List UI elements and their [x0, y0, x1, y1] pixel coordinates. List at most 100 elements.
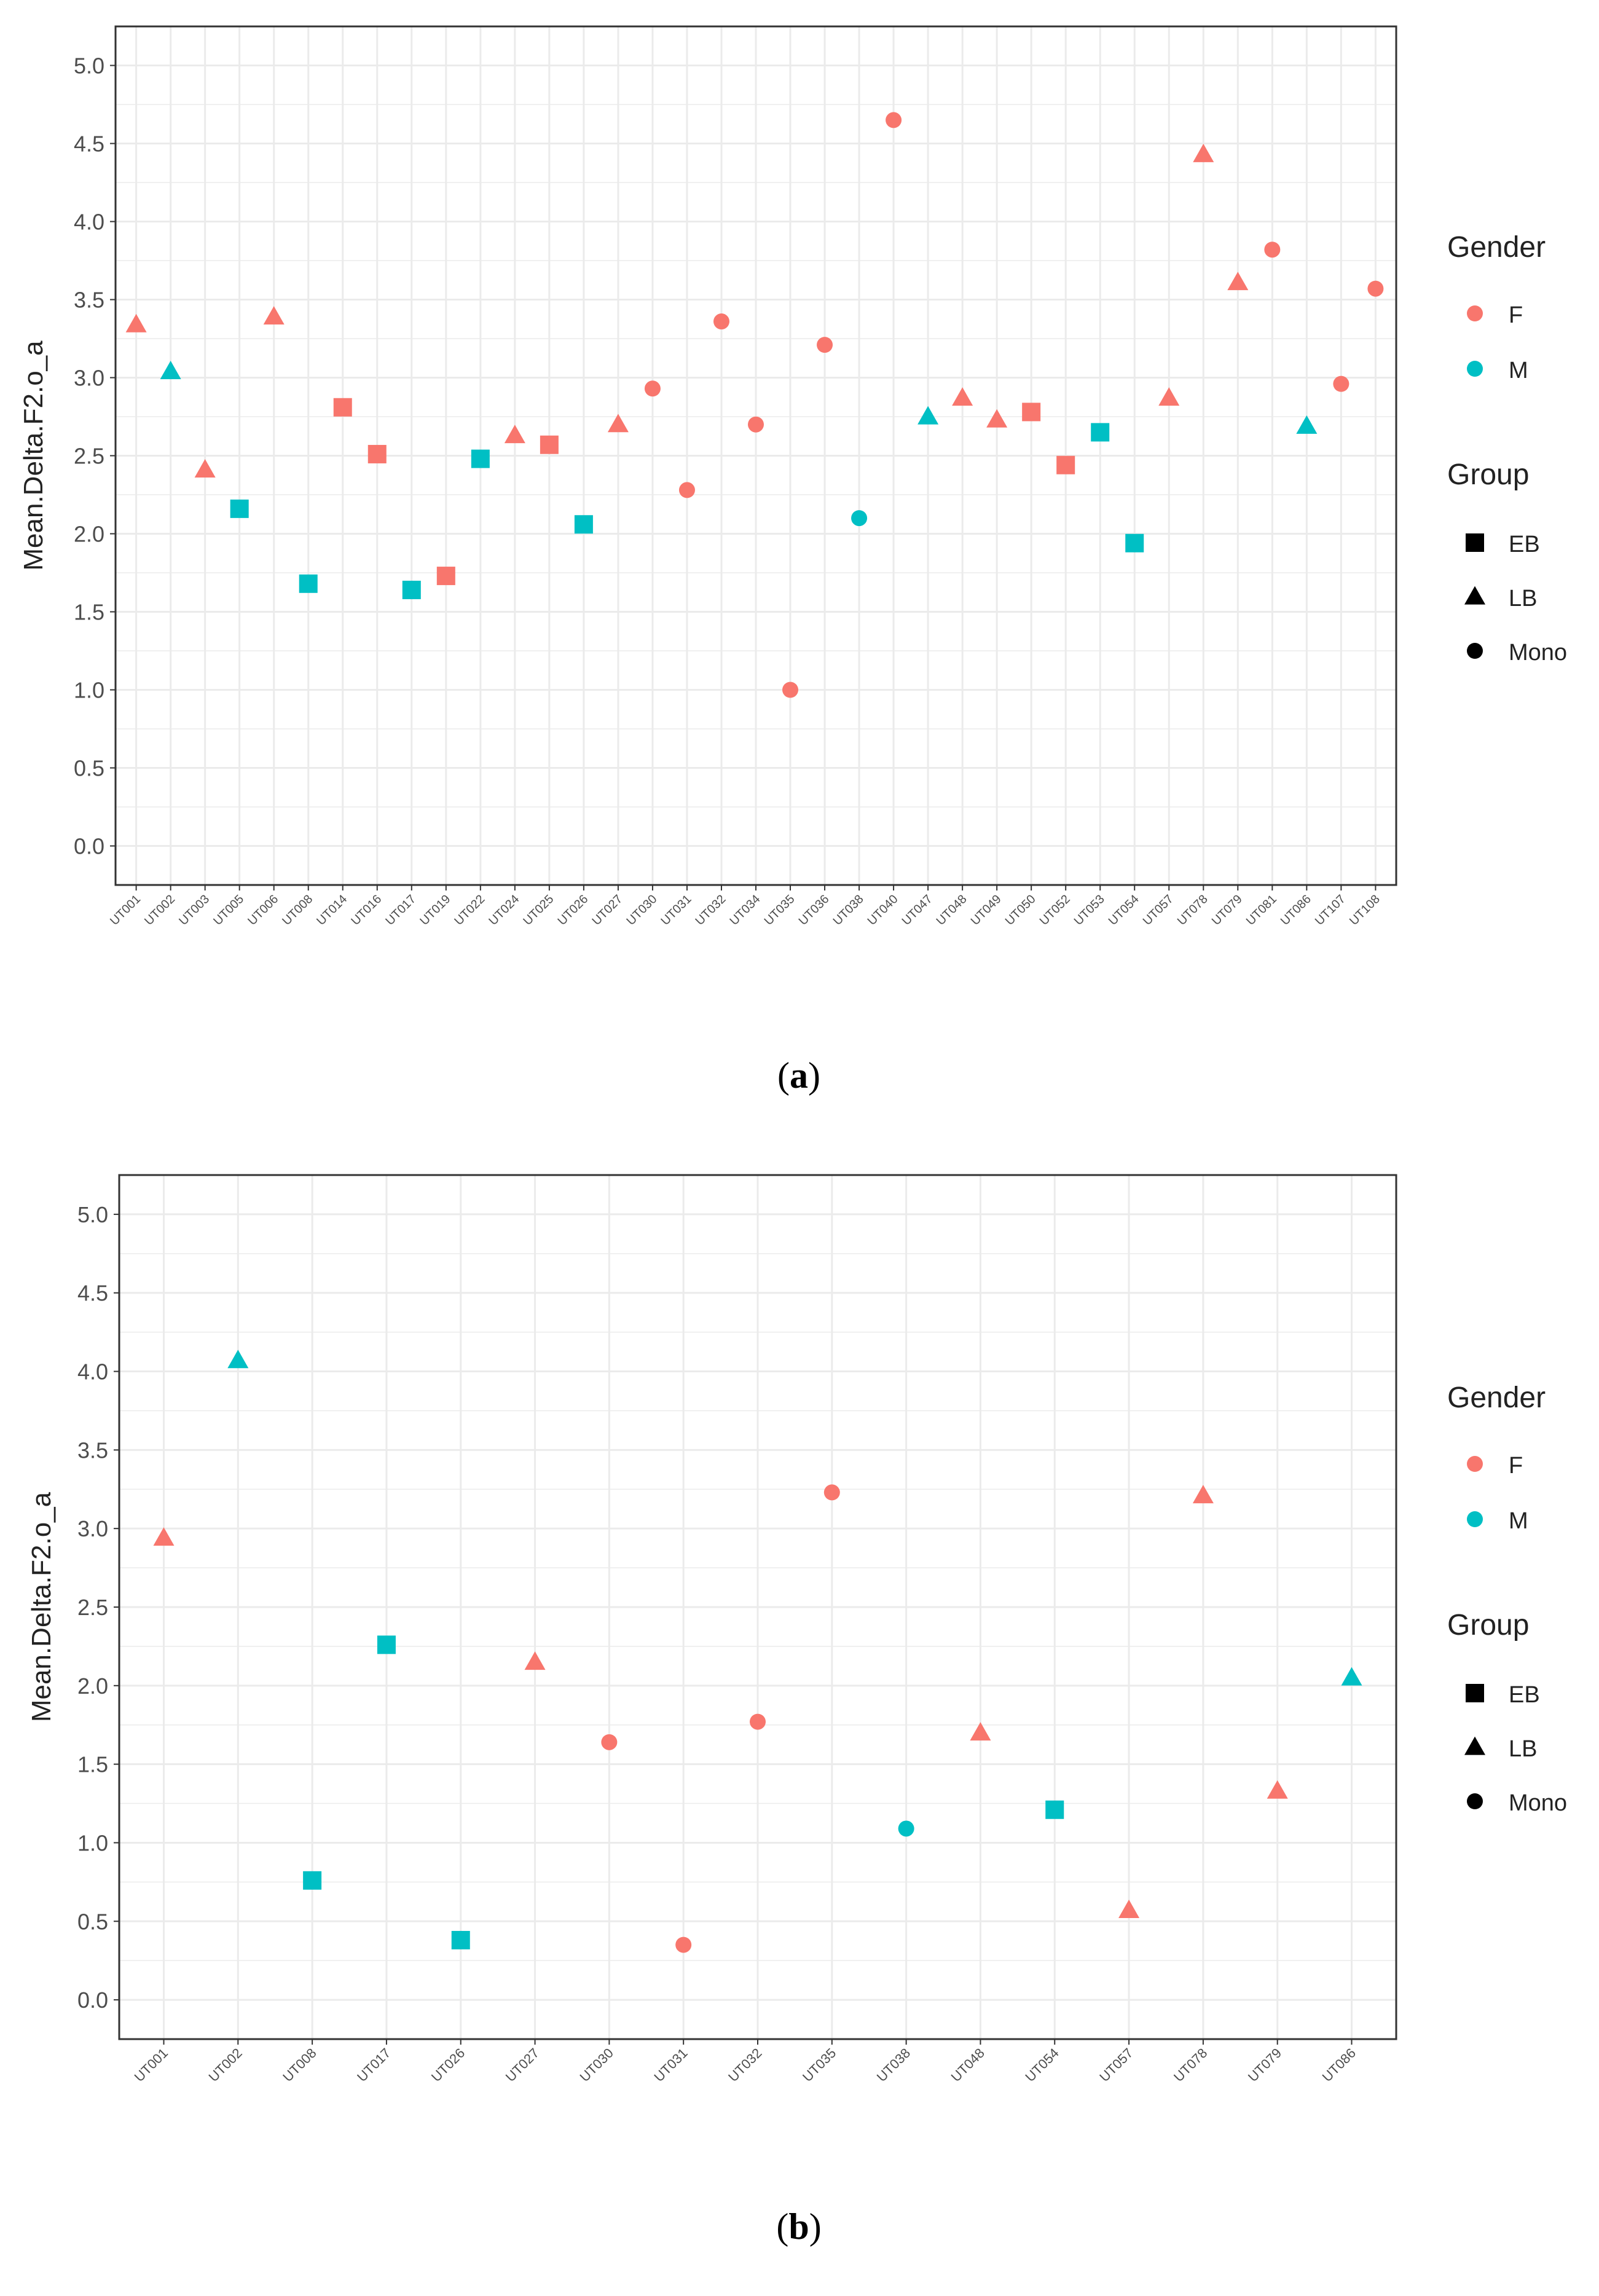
- y-tick-label: 4.0: [77, 1359, 108, 1385]
- x-tick-label: UT031: [651, 2045, 690, 2085]
- data-point: [1264, 242, 1281, 258]
- y-tick-label: 1.5: [77, 1752, 108, 1777]
- legend-label-group: Mono: [1509, 1790, 1567, 1816]
- data-point: [303, 1871, 322, 1890]
- data-point: [402, 580, 421, 599]
- x-tick-label: UT026: [428, 2045, 468, 2085]
- panel-a: 0.0 0.5 1.0 1.5 2.0 2.5 3.0 3.5 4.0 4.5 5.0 Mean.De…: [18, 25, 1567, 1096]
- data-point: [471, 449, 490, 468]
- panel-letter: a: [790, 1055, 808, 1096]
- data-point: [451, 1930, 470, 1949]
- x-tick-label: UT079: [1245, 2045, 1284, 2085]
- data-point: [601, 1734, 618, 1750]
- x-tick-label: UT016: [348, 892, 384, 928]
- y-tick-label: 3.0: [74, 366, 104, 391]
- legend-key-group: [1464, 1736, 1485, 1755]
- data-point: [986, 409, 1008, 428]
- y-tick-label: 2.0: [74, 522, 104, 547]
- y-tick-label: 3.0: [77, 1516, 108, 1541]
- legend-label-gender: F: [1509, 1453, 1523, 1479]
- x-tick-label: UT030: [624, 892, 659, 928]
- y-tick-label: 0.5: [77, 1909, 108, 1934]
- data-point: [851, 510, 868, 527]
- data-point: [675, 1936, 692, 1953]
- data-point: [333, 398, 352, 417]
- data-point: [436, 567, 455, 586]
- data-point: [823, 1484, 840, 1501]
- data-point: [574, 515, 593, 534]
- y-tick-label: 0.0: [77, 1987, 108, 2013]
- x-tick-label: UT034: [728, 892, 763, 928]
- legend-label-group: EB: [1509, 1682, 1540, 1708]
- x-tick-label: UT081: [1244, 892, 1279, 928]
- x-tick-label: UT052: [1037, 892, 1073, 928]
- panel-b: 0.0 0.5 1.0 1.5 2.0 2.5 3.0 3.5 4.0 4.5 5.0 Mean.De…: [26, 1174, 1567, 2247]
- data-point: [886, 112, 902, 128]
- panel-caption: (b): [776, 2206, 821, 2247]
- legend-key-gender: [1467, 305, 1483, 321]
- x-tick-label: UT032: [693, 892, 729, 928]
- data-point: [817, 337, 833, 353]
- legend-label-group: LB: [1509, 586, 1537, 611]
- data-point: [1045, 1800, 1064, 1819]
- legend-label-gender: M: [1509, 358, 1528, 383]
- y-tick-label: 1.5: [74, 600, 104, 625]
- y-tick-label: 5.0: [77, 1202, 108, 1227]
- x-tick-label: UT108: [1347, 892, 1383, 928]
- data-point: [1333, 375, 1350, 392]
- x-tick-label: UT036: [796, 892, 832, 928]
- x-tick-label: UT053: [1072, 892, 1107, 928]
- x-tick-label: UT054: [1022, 2045, 1061, 2085]
- x-tick-label: UT030: [577, 2045, 616, 2085]
- data-point: [194, 459, 216, 478]
- data-point: [952, 387, 973, 406]
- x-tick-label: UT027: [503, 2045, 542, 2085]
- data-point: [1227, 272, 1249, 291]
- data-point: [1193, 143, 1214, 162]
- data-point: [1192, 1485, 1214, 1504]
- panel-caption: (a): [777, 1055, 820, 1096]
- legend-key-group: [1464, 586, 1485, 605]
- data-point: [540, 435, 559, 454]
- data-point: [970, 1722, 991, 1741]
- y-tick-label: 3.5: [77, 1437, 108, 1463]
- x-tick-label: UT026: [555, 892, 591, 928]
- legend-key-group: [1467, 1793, 1483, 1809]
- data-point: [607, 414, 629, 433]
- y-tick-label: 4.5: [74, 132, 104, 157]
- data-point: [299, 574, 318, 593]
- y-tick-label: 2.0: [77, 1673, 108, 1699]
- x-tick-label: UT086: [1319, 2045, 1359, 2085]
- data-point: [153, 1527, 175, 1546]
- x-tick-label: UT078: [1175, 892, 1211, 928]
- x-tick-label: UT054: [1106, 892, 1142, 928]
- x-tick-label: UT047: [900, 892, 935, 928]
- data-point: [1296, 415, 1318, 434]
- legend-label-group: LB: [1509, 1736, 1537, 1762]
- x-tick-label: UT001: [108, 892, 143, 928]
- data-point: [782, 682, 799, 698]
- legend-label-gender: M: [1509, 1508, 1528, 1534]
- x-tick-label: UT005: [211, 892, 246, 928]
- legend-key-gender: [1467, 361, 1483, 377]
- x-tick-label: UT031: [658, 892, 694, 928]
- x-tick-label: UT017: [383, 892, 418, 928]
- plot-border: [114, 25, 1397, 886]
- x-tick-label: UT048: [948, 2045, 988, 2085]
- x-tick-label: UT038: [831, 892, 866, 928]
- legend-title-gender: Gender: [1447, 1382, 1546, 1414]
- x-tick-label: UT003: [176, 892, 212, 928]
- y-tick-label: 3.5: [74, 288, 104, 313]
- legend-title-group: Group: [1447, 1609, 1529, 1641]
- data-point: [898, 1820, 914, 1837]
- y-tick-label: 5.0: [74, 53, 104, 79]
- data-point: [917, 406, 939, 425]
- legend-title-gender: Gender: [1447, 231, 1546, 264]
- data-point: [1267, 1780, 1288, 1799]
- data-point: [1367, 280, 1384, 297]
- x-tick-label: UT008: [280, 2045, 319, 2085]
- legend-key-group: [1466, 1684, 1484, 1702]
- x-tick-label: UT057: [1096, 2045, 1136, 2085]
- x-tick-label: UT002: [205, 2045, 245, 2085]
